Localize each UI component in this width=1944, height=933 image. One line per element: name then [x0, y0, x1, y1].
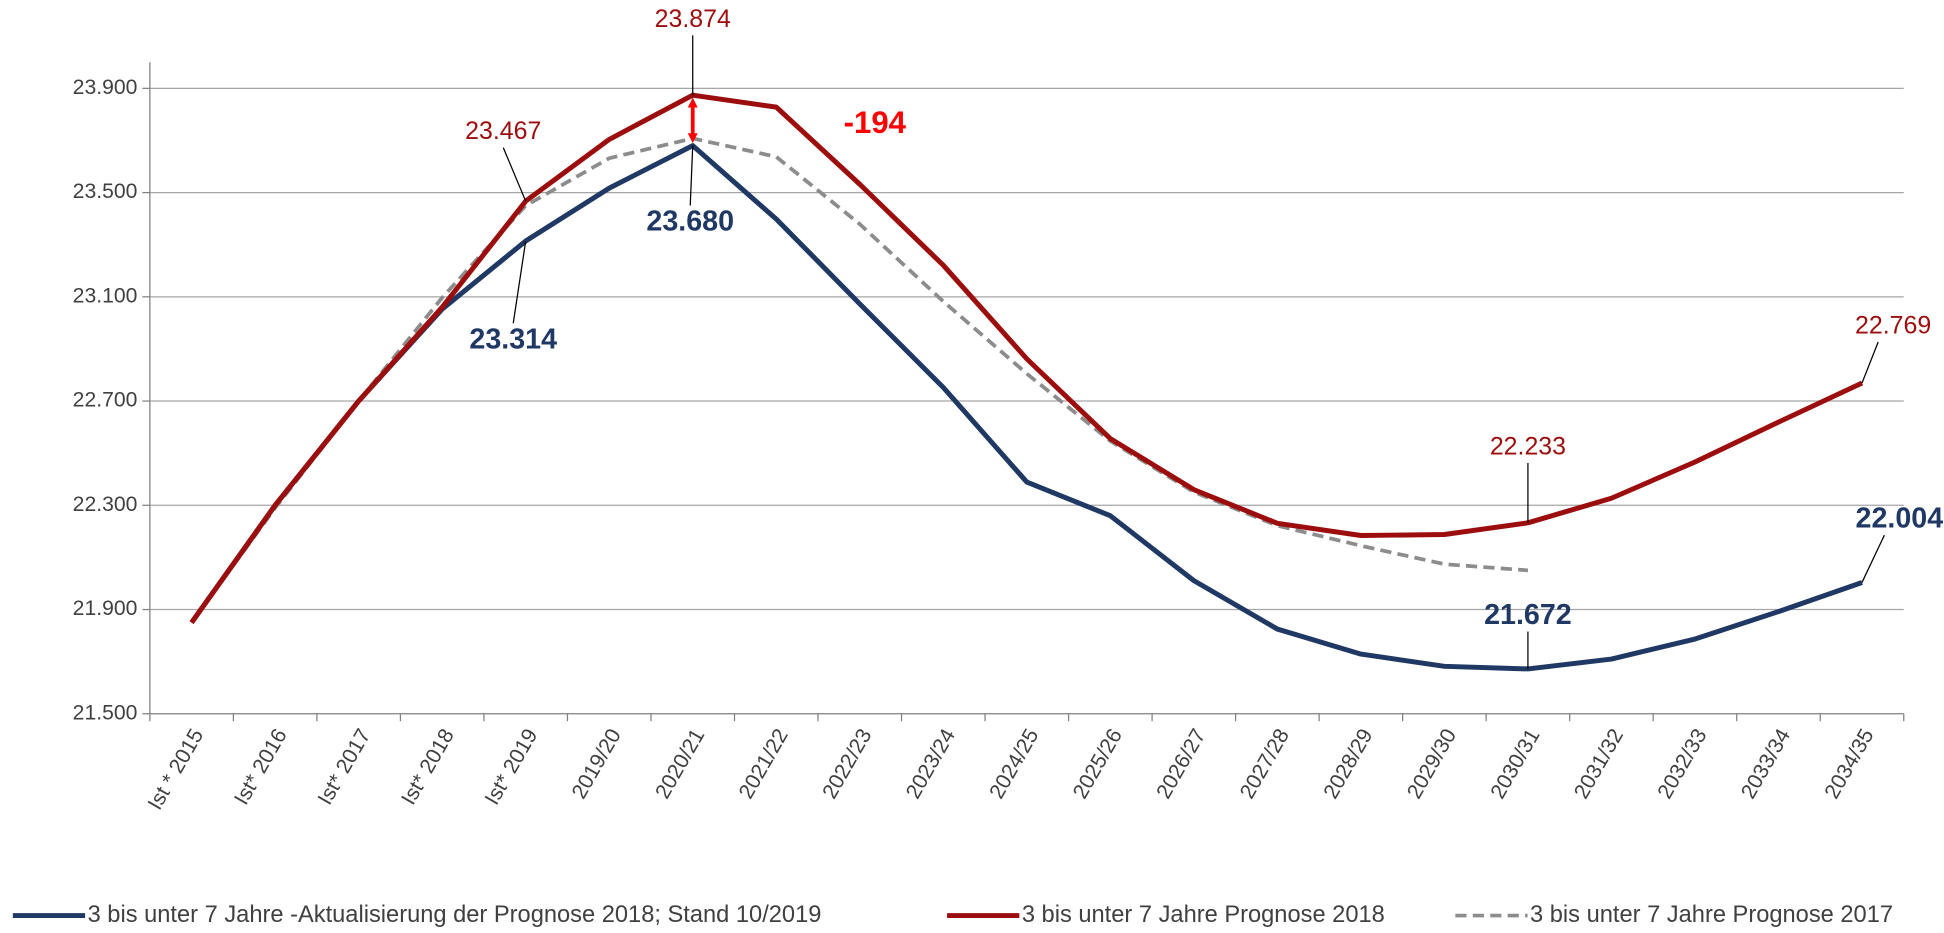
x-tick-label: Ist* 2018	[397, 725, 459, 809]
data-label: 22.769	[1855, 312, 1931, 340]
legend-label: 3 bis unter 7 Jahre Prognose 2017	[1530, 902, 1893, 928]
leader-line	[1861, 341, 1879, 384]
legend-label: 3 bis unter 7 Jahre Prognose 2018	[1022, 902, 1385, 928]
y-tick-label: 23.900	[73, 76, 138, 99]
data-label: 23.314	[469, 323, 557, 355]
y-tick-label: 23.100	[73, 284, 138, 307]
data-label: 23.680	[646, 205, 734, 237]
x-tick-label: 2026/27	[1152, 725, 1210, 803]
y-tick-label: 23.500	[73, 180, 138, 203]
data-label: 22.233	[1490, 433, 1566, 461]
x-tick-label: Ist* 2016	[230, 725, 292, 809]
x-tick-label: 2025/26	[1069, 725, 1127, 803]
x-tick-label: 2022/23	[818, 725, 876, 803]
data-label: 23.467	[465, 117, 541, 145]
leader-line	[502, 147, 527, 202]
x-tick-label: Ist* 2017	[314, 725, 376, 809]
leader-line	[689, 145, 694, 206]
x-tick-label: 2028/29	[1319, 725, 1377, 803]
x-tick-label: 2029/30	[1403, 725, 1461, 803]
x-tick-label: 2034/35	[1820, 725, 1878, 803]
leader-line	[1861, 534, 1885, 583]
series-line	[189, 143, 1863, 672]
x-tick-label: 2023/24	[902, 725, 960, 803]
x-tick-label: 2020/21	[651, 725, 709, 803]
leader-line	[512, 240, 527, 324]
y-tick-label: 21.500	[73, 701, 138, 724]
x-tick-label: 2024/25	[985, 725, 1043, 803]
y-tick-label: 22.300	[73, 493, 138, 516]
x-tick-label: 2019/20	[568, 725, 626, 803]
series-line	[189, 92, 1864, 625]
series-line	[190, 136, 1529, 624]
data-label: 21.672	[1484, 599, 1572, 631]
x-tick-label: 2032/33	[1653, 725, 1711, 803]
y-tick-label: 22.700	[73, 389, 138, 412]
x-tick-label: 2027/28	[1236, 725, 1294, 803]
x-tick-label: 2033/34	[1737, 725, 1795, 803]
annotation: -194	[844, 105, 907, 140]
data-label: 22.004	[1856, 503, 1944, 535]
x-tick-label: 2030/31	[1486, 725, 1544, 803]
x-tick-label: 2021/22	[735, 725, 793, 803]
legend-label: 3 bis unter 7 Jahre -Aktualisierung der …	[88, 902, 822, 928]
y-tick-label: 21.900	[73, 597, 138, 620]
x-tick-label: 2031/32	[1570, 725, 1628, 803]
data-label: 23.874	[655, 5, 731, 33]
x-tick-label: Ist* 2019	[481, 725, 543, 809]
x-tick-label: Ist * 2015	[144, 725, 209, 814]
